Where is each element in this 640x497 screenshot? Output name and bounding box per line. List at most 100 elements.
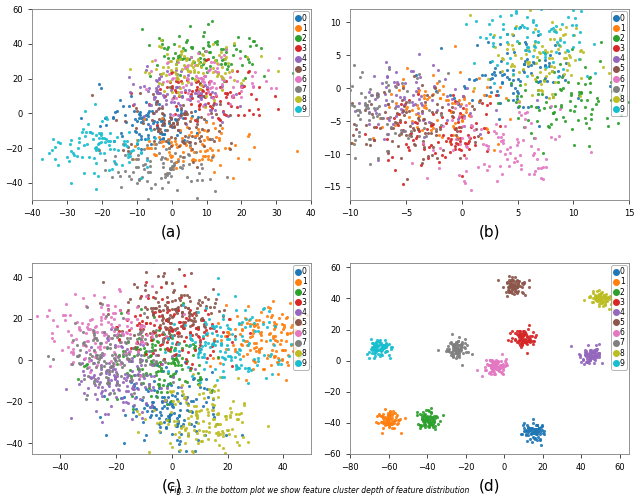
Point — [132, 303, 143, 311]
Point — [516, 165, 527, 173]
Point — [204, 393, 214, 401]
Point — [96, 353, 106, 361]
Point — [387, 412, 397, 419]
Point — [429, 83, 439, 90]
Point — [155, 423, 165, 431]
Point — [547, 67, 557, 75]
Point — [126, 372, 136, 380]
Point — [230, 141, 240, 149]
Point — [186, 53, 196, 61]
Point — [177, 93, 188, 101]
Point — [383, 81, 393, 89]
Point — [193, 55, 204, 63]
Point — [433, 66, 443, 74]
Point — [218, 51, 228, 59]
Point — [96, 131, 106, 139]
Point — [81, 140, 92, 148]
Point — [72, 318, 82, 326]
Point — [109, 137, 119, 145]
Point — [133, 428, 143, 436]
Point — [418, 115, 428, 123]
Point — [214, 127, 224, 135]
Point — [481, 34, 492, 42]
Point — [204, 79, 214, 86]
Point — [202, 331, 212, 338]
Point — [537, 87, 547, 95]
Point — [248, 365, 259, 373]
Point — [213, 290, 223, 298]
Point — [177, 387, 188, 395]
Point — [102, 301, 113, 309]
Point — [410, 86, 420, 94]
Point — [177, 309, 187, 317]
Point — [518, 327, 529, 335]
Point — [124, 151, 134, 159]
Point — [179, 394, 189, 402]
Point — [204, 42, 214, 50]
Point — [373, 350, 383, 358]
Point — [167, 325, 177, 333]
Point — [527, 337, 538, 345]
Point — [324, 111, 334, 119]
Point — [420, 420, 430, 428]
Point — [595, 290, 605, 298]
Point — [166, 69, 176, 77]
Point — [183, 61, 193, 69]
Legend: 0, 1, 2, 3, 4, 5, 6, 7, 8, 9: 0, 1, 2, 3, 4, 5, 6, 7, 8, 9 — [293, 265, 309, 370]
Point — [187, 112, 197, 120]
Point — [522, 333, 532, 341]
Point — [593, 291, 604, 299]
Point — [509, 287, 520, 295]
Point — [429, 417, 439, 425]
Point — [214, 51, 225, 59]
Point — [172, 131, 182, 139]
Point — [131, 155, 141, 163]
Point — [529, 149, 540, 157]
Point — [145, 370, 155, 378]
Point — [192, 429, 202, 437]
Point — [186, 90, 196, 98]
Point — [147, 401, 157, 409]
Point — [191, 73, 201, 81]
Point — [546, 120, 556, 128]
Point — [90, 334, 100, 342]
Point — [129, 312, 140, 320]
Point — [493, 134, 503, 142]
Point — [181, 81, 191, 88]
Point — [564, 51, 574, 59]
Point — [152, 361, 162, 369]
Point — [379, 87, 389, 95]
Point — [120, 346, 130, 354]
Point — [461, 167, 471, 175]
Point — [236, 340, 246, 348]
Point — [584, 351, 594, 359]
Point — [216, 336, 226, 344]
Point — [158, 329, 168, 336]
Point — [109, 327, 120, 335]
Point — [184, 315, 194, 323]
Point — [495, 163, 505, 170]
Point — [163, 380, 173, 388]
Point — [513, 68, 524, 76]
Point — [122, 153, 132, 161]
Point — [515, 341, 525, 349]
Point — [269, 325, 280, 333]
Point — [210, 56, 220, 64]
Point — [136, 118, 147, 126]
Point — [494, 115, 504, 123]
Point — [559, 54, 570, 62]
Point — [130, 394, 140, 402]
Point — [525, 61, 536, 69]
Point — [388, 407, 398, 415]
Point — [343, 136, 353, 144]
Point — [179, 319, 189, 327]
Point — [547, 24, 557, 32]
Point — [180, 85, 190, 93]
Point — [261, 77, 271, 85]
Point — [419, 416, 429, 424]
Point — [458, 349, 468, 357]
Point — [186, 297, 196, 305]
Point — [350, 136, 360, 144]
Point — [519, 60, 529, 68]
Point — [467, 122, 477, 130]
